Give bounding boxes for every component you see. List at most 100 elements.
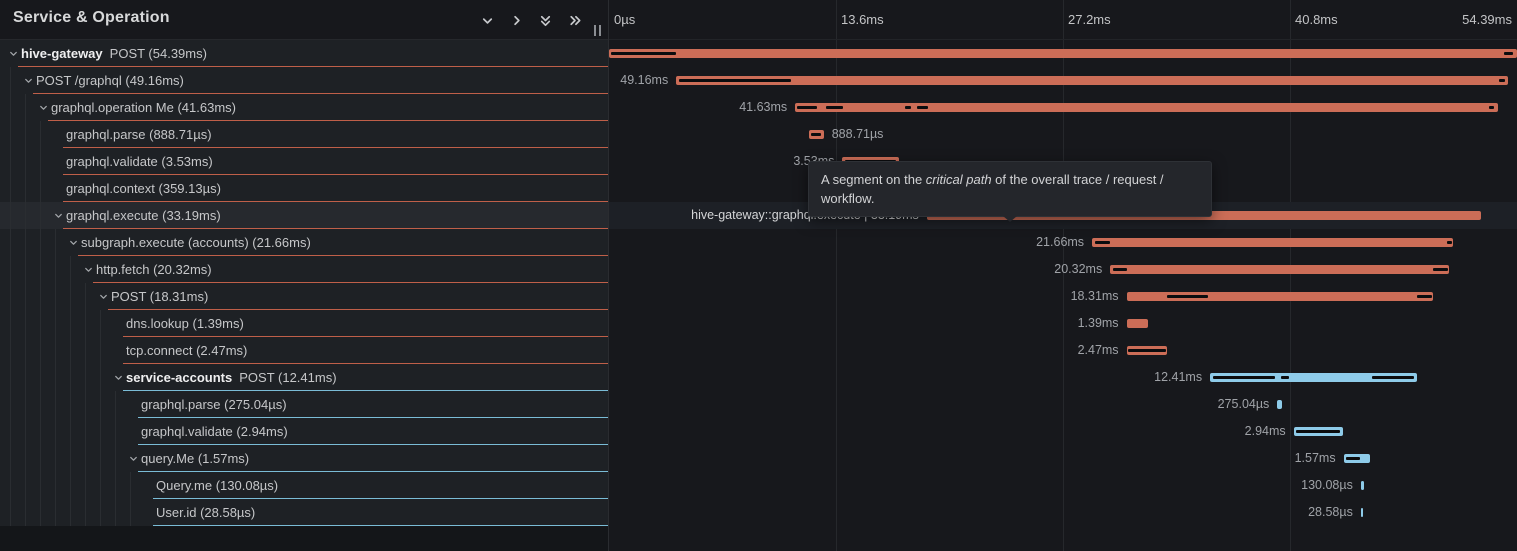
tree-chevron-down-icon[interactable] — [95, 291, 111, 302]
row-underline — [63, 228, 608, 229]
timeline-row-hive-gateway-post[interactable] — [609, 40, 1517, 67]
tree-row-sa-graphql-validate[interactable]: graphql.validate (2.94ms) — [0, 418, 608, 445]
tree-chevron-down-icon[interactable] — [5, 48, 21, 59]
critical-path-segment — [905, 106, 912, 109]
indent-guide — [10, 229, 11, 256]
span-tree-panel: Service & Operation hive-gateway POST (54… — [0, 0, 608, 551]
indent-guide — [55, 283, 56, 310]
axis-tick-label: 0µs — [614, 12, 636, 27]
timeline-row-service-accounts-post[interactable]: 12.41ms — [609, 364, 1517, 391]
tree-chevron-down-icon[interactable] — [20, 75, 36, 86]
tree-row-post[interactable]: POST (18.31ms) — [0, 283, 608, 310]
span-bar-service-accounts-post[interactable] — [1210, 373, 1418, 382]
indent-guide — [100, 472, 101, 499]
row-underline — [93, 282, 608, 283]
critical-path-segment — [796, 106, 817, 109]
chevron-down-icon[interactable] — [479, 12, 495, 28]
tree-chevron-down-icon[interactable] — [125, 453, 141, 464]
indent-guide — [70, 499, 71, 526]
indent-guide — [70, 256, 71, 283]
tree-row-tcp-connect[interactable]: tcp.connect (2.47ms) — [0, 337, 608, 364]
tree-row-content: http.fetch (20.32ms) — [0, 256, 608, 282]
tree-row-content: graphql.operation Me (41.63ms) — [0, 94, 608, 120]
timeline-row-query-me[interactable]: 1.57ms — [609, 445, 1517, 472]
operation-label: graphql.validate (2.94ms) — [141, 423, 288, 439]
tree-row-sa-graphql-parse[interactable]: graphql.parse (275.04µs) — [0, 391, 608, 418]
span-bar-dns-lookup[interactable] — [1126, 319, 1149, 328]
indent-guide — [40, 121, 41, 148]
critical-path-segment — [1346, 457, 1360, 460]
span-bar-post[interactable] — [1126, 292, 1433, 301]
timeline-row-post-graphql[interactable]: 49.16ms — [609, 67, 1517, 94]
tree-row-graphql-operation-me[interactable]: graphql.operation Me (41.63ms) — [0, 94, 608, 121]
tree-row-content: query.Me (1.57ms) — [0, 445, 608, 471]
indent-guide — [25, 337, 26, 364]
timeline-row-graphql-operation-me[interactable]: 41.63ms — [609, 94, 1517, 121]
timeline-row-gw-graphql-parse[interactable]: 888.71µs — [609, 121, 1517, 148]
chevron-right-icon[interactable] — [508, 12, 524, 28]
tree-row-query-me[interactable]: query.Me (1.57ms) — [0, 445, 608, 472]
indent-guide — [25, 310, 26, 337]
tree-row-gw-graphql-execute[interactable]: graphql.execute (33.19ms) — [0, 202, 608, 229]
span-duration-label: 20.32ms — [1054, 262, 1103, 276]
tree-row-hive-gateway-post[interactable]: hive-gateway POST (54.39ms) — [0, 40, 608, 67]
critical-path-segment — [678, 79, 791, 82]
row-underline — [153, 525, 608, 526]
tree-chevron-down-icon[interactable] — [65, 237, 81, 248]
timeline-row-user-id[interactable]: 28.58µs — [609, 499, 1517, 526]
span-bar-query-me-resolver[interactable] — [1360, 481, 1364, 490]
timeline-row-subgraph-execute-accounts[interactable]: 21.66ms — [609, 229, 1517, 256]
indent-guide — [25, 175, 26, 202]
tree-row-dns-lookup[interactable]: dns.lookup (1.39ms) — [0, 310, 608, 337]
span-bar-hive-gateway-post[interactable] — [609, 49, 1517, 58]
tree-row-user-id[interactable]: User.id (28.58µs) — [0, 499, 608, 526]
tree-chevron-down-icon[interactable] — [50, 210, 66, 221]
tree-row-gw-graphql-parse[interactable]: graphql.parse (888.71µs) — [0, 121, 608, 148]
tree-row-query-me-resolver[interactable]: Query.me (130.08µs) — [0, 472, 608, 499]
tree-row-content: POST (18.31ms) — [0, 283, 608, 309]
tree-row-gw-graphql-context[interactable]: graphql.context (359.13µs) — [0, 175, 608, 202]
timeline-row-http-fetch[interactable]: 20.32ms — [609, 256, 1517, 283]
span-bar-user-id[interactable] — [1360, 508, 1363, 517]
tree-row-post-graphql[interactable]: POST /graphql (49.16ms) — [0, 67, 608, 94]
timeline-row-tcp-connect[interactable]: 2.47ms — [609, 337, 1517, 364]
timeline-row-dns-lookup[interactable]: 1.39ms — [609, 310, 1517, 337]
span-bar-graphql-operation-me[interactable] — [795, 103, 1498, 112]
span-bar-subgraph-execute-accounts[interactable] — [1092, 238, 1453, 247]
indent-guide — [70, 418, 71, 445]
header-icon-group — [479, 12, 582, 28]
indent-guide — [25, 202, 26, 229]
tree-chevron-down-icon[interactable] — [110, 372, 126, 383]
timeline-row-sa-graphql-parse[interactable]: 275.04µs — [609, 391, 1517, 418]
span-duration-label: 41.63ms — [739, 100, 788, 114]
tree-chevron-down-icon[interactable] — [80, 264, 96, 275]
indent-guide — [10, 175, 11, 202]
double-chevron-down-icon[interactable] — [537, 12, 553, 28]
tree-chevron-down-icon[interactable] — [35, 102, 51, 113]
indent-guide — [100, 364, 101, 391]
panel-resize-handle[interactable] — [594, 25, 601, 36]
indent-guide — [100, 337, 101, 364]
timeline-row-post[interactable]: 18.31ms — [609, 283, 1517, 310]
span-bar-post-graphql[interactable] — [676, 76, 1508, 85]
double-chevron-right-icon[interactable] — [566, 12, 582, 28]
operation-label: graphql.parse (275.04µs) — [141, 396, 287, 412]
tree-row-subgraph-execute-accounts[interactable]: subgraph.execute (accounts) (21.66ms) — [0, 229, 608, 256]
operation-label: graphql.operation Me (41.63ms) — [51, 99, 236, 115]
indent-guide — [25, 256, 26, 283]
span-bar-http-fetch[interactable] — [1110, 265, 1449, 274]
timeline-row-sa-graphql-validate[interactable]: 2.94ms — [609, 418, 1517, 445]
timeline-row-query-me-resolver[interactable]: 130.08µs — [609, 472, 1517, 499]
operation-label: POST (54.39ms) — [109, 45, 207, 61]
indent-guide — [55, 499, 56, 526]
tree-row-content: graphql.parse (888.71µs) — [0, 121, 608, 147]
tree-row-gw-graphql-validate[interactable]: graphql.validate (3.53ms) — [0, 148, 608, 175]
indent-guide — [70, 283, 71, 310]
row-underline — [138, 417, 608, 418]
tree-row-service-accounts-post[interactable]: service-accounts POST (12.41ms) — [0, 364, 608, 391]
tree-row-http-fetch[interactable]: http.fetch (20.32ms) — [0, 256, 608, 283]
span-bar-sa-graphql-parse[interactable] — [1277, 400, 1282, 409]
row-underline — [138, 471, 608, 472]
indent-guide — [10, 310, 11, 337]
